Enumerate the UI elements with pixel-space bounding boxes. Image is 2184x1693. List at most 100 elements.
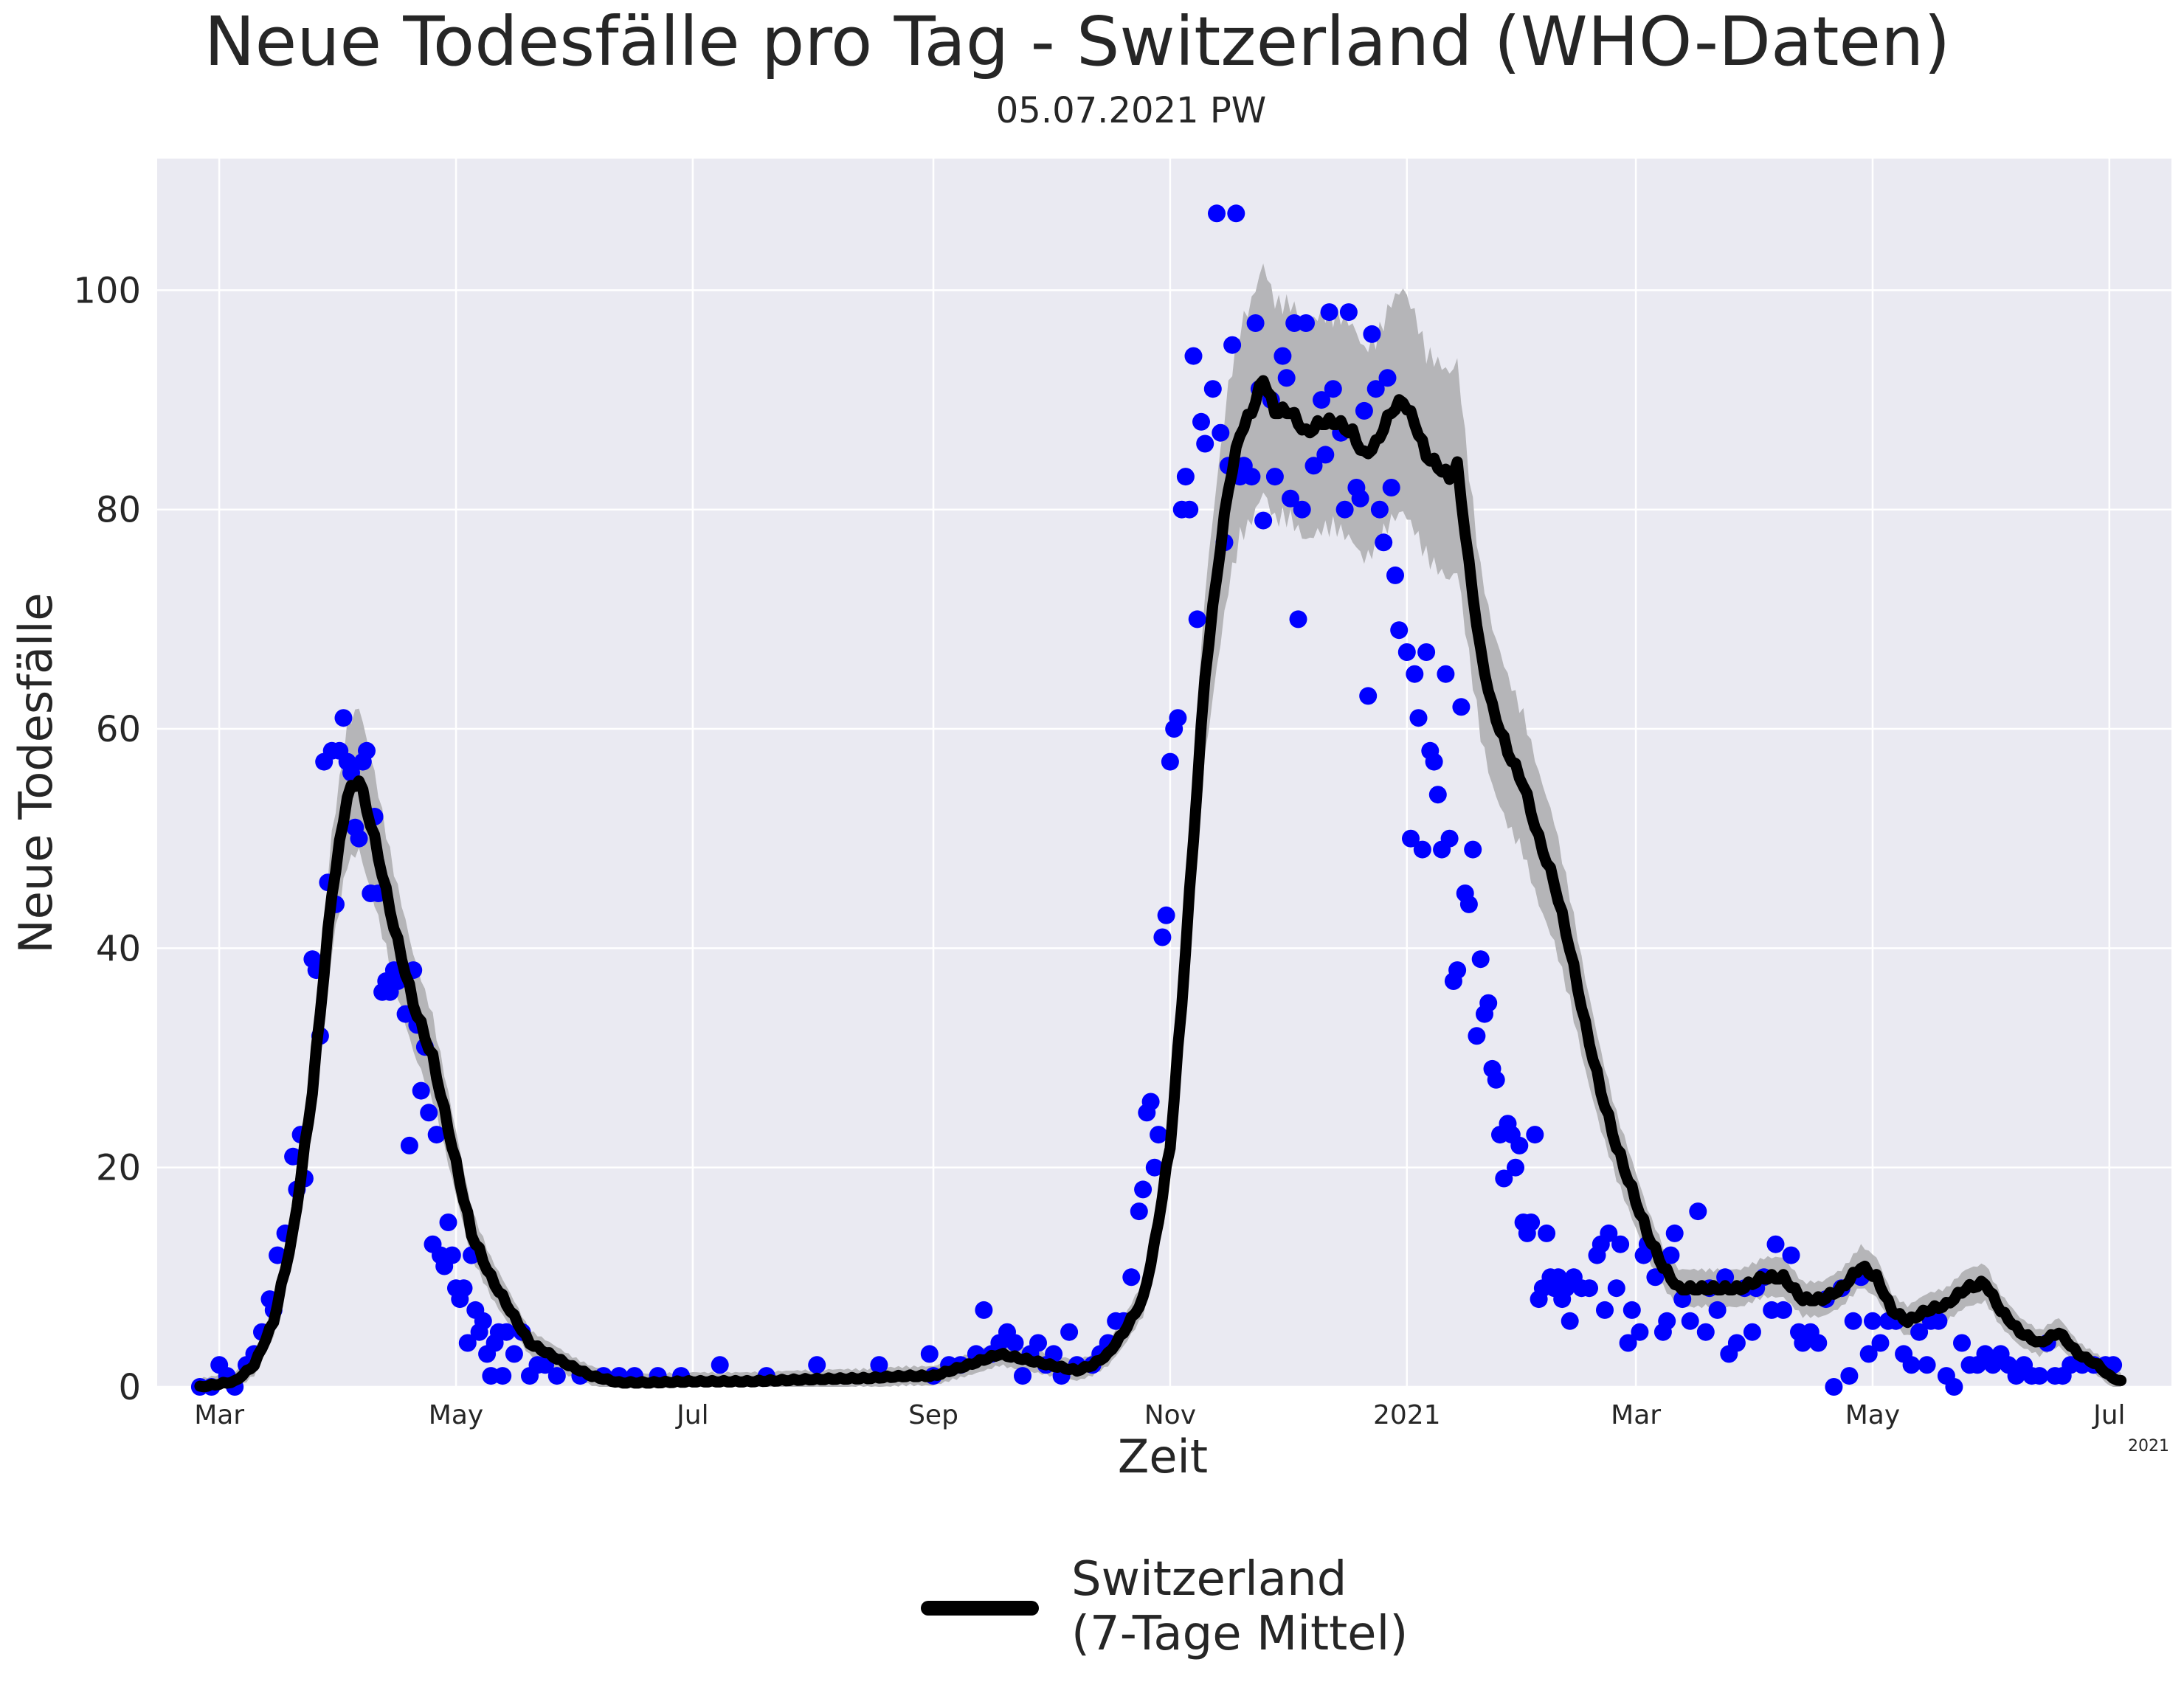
daily-death-point [1507, 1158, 1524, 1177]
daily-death-point [1188, 610, 1206, 629]
legend-label: Switzerland (7-Tage Mittel) [1071, 1552, 1408, 1661]
daily-death-point [1277, 369, 1296, 387]
daily-death-point [1600, 1224, 1618, 1242]
daily-death-point [1169, 709, 1187, 727]
daily-death-point [474, 1312, 492, 1330]
daily-death-point [1471, 950, 1490, 969]
daily-death-point [1122, 1268, 1141, 1287]
daily-death-point [1825, 1378, 1843, 1396]
daily-death-point [1184, 347, 1203, 365]
daily-death-point [400, 1136, 418, 1154]
daily-death-point [1902, 1356, 1921, 1374]
daily-death-point [1153, 928, 1172, 946]
daily-death-point [439, 1214, 457, 1231]
daily-death-point [1495, 1169, 1513, 1188]
daily-death-point [1265, 468, 1284, 486]
daily-death-point [1619, 1334, 1637, 1352]
daily-death-point [1658, 1312, 1676, 1330]
daily-death-point [1665, 1224, 1684, 1242]
daily-death-point [1134, 1180, 1153, 1199]
daily-death-point [1910, 1323, 1929, 1341]
daily-death-point [1227, 204, 1245, 223]
legend-label-line: (7-Tage Mittel) [1071, 1607, 1408, 1661]
daily-death-point [1538, 1224, 1556, 1242]
daily-death-point [1623, 1301, 1641, 1319]
daily-death-point [1382, 479, 1400, 496]
y-tick-label: 20 [96, 1148, 141, 1189]
daily-death-point [269, 1246, 287, 1264]
daily-death-point [1510, 1136, 1529, 1154]
daily-death-point [1208, 204, 1226, 223]
daily-death-point [1363, 325, 1381, 343]
daily-death-point [1580, 1279, 1598, 1298]
daily-death-point [358, 741, 376, 760]
x-axis-ticks: Mar May Jul Sep Nov 2021 Mar May Jul [194, 1400, 2125, 1430]
daily-death-point [1774, 1301, 1792, 1319]
daily-death-point [1196, 434, 1214, 453]
x-tick-label: 2021 [1373, 1400, 1441, 1430]
daily-death-point [1192, 412, 1210, 431]
daily-death-point [1282, 489, 1299, 508]
daily-death-point [1246, 314, 1265, 332]
daily-death-point [1479, 994, 1498, 1012]
daily-death-point [1809, 1334, 1828, 1352]
daily-death-point [1782, 1246, 1800, 1264]
daily-death-point [412, 1081, 430, 1100]
daily-death-point [2031, 1367, 2049, 1385]
daily-death-point [1014, 1367, 1031, 1385]
daily-death-point [1487, 1070, 1505, 1089]
daily-death-point [1274, 347, 1292, 365]
daily-death-point [494, 1367, 512, 1385]
daily-death-point [1945, 1378, 1963, 1396]
scatter-series [190, 204, 2123, 1396]
daily-death-point [1859, 1345, 1878, 1363]
daily-death-point [1351, 489, 1369, 508]
daily-death-point [1464, 840, 1482, 859]
daily-death-point [1607, 1279, 1625, 1298]
daily-death-point [1176, 468, 1195, 486]
daily-death-point [1386, 566, 1404, 584]
daily-death-point [420, 1104, 438, 1122]
daily-death-point [1060, 1323, 1079, 1341]
daily-death-point [1413, 840, 1431, 859]
daily-death-point [1689, 1202, 1707, 1221]
daily-death-point [1355, 401, 1373, 420]
daily-death-point [1150, 1126, 1168, 1144]
x-tick-label: May [429, 1400, 483, 1430]
x-tick-label: Jul [675, 1400, 708, 1430]
daily-death-point [1409, 709, 1428, 727]
daily-death-point [1844, 1312, 1862, 1330]
daily-death-point [1871, 1334, 1890, 1352]
daily-death-point [1522, 1214, 1541, 1231]
x-tick-label: May [1845, 1400, 1900, 1430]
daily-death-point [1320, 303, 1338, 322]
daily-death-point [350, 829, 368, 848]
daily-death-point [1468, 1027, 1486, 1045]
daily-death-point [808, 1356, 826, 1374]
y-tick-label: 60 [96, 709, 141, 750]
daily-death-point [1141, 1093, 1160, 1111]
daily-death-point [1406, 665, 1424, 683]
daily-death-point [1297, 314, 1315, 332]
daily-death-point [1681, 1312, 1699, 1330]
daily-death-point [1428, 786, 1447, 804]
daily-death-point [1223, 336, 1242, 354]
daily-death-point [870, 1356, 888, 1374]
daily-death-point [1696, 1323, 1715, 1341]
y-tick-label: 0 [118, 1367, 141, 1408]
mean-line [194, 375, 2127, 1393]
x-tick-label: Sep [908, 1400, 958, 1430]
y-tick-label: 80 [96, 490, 141, 531]
daily-death-point [975, 1301, 993, 1319]
daily-death-point [1417, 643, 1436, 661]
daily-death-point [1526, 1126, 1544, 1144]
daily-death-point [1313, 391, 1330, 409]
daily-death-point [443, 1246, 461, 1264]
year-annotation: 2021 [2128, 1437, 2169, 1455]
daily-death-point [1727, 1334, 1746, 1352]
daily-death-point [1611, 1235, 1630, 1253]
daily-death-point [1316, 446, 1335, 464]
daily-death-point [1293, 500, 1311, 519]
daily-death-point [455, 1279, 473, 1298]
